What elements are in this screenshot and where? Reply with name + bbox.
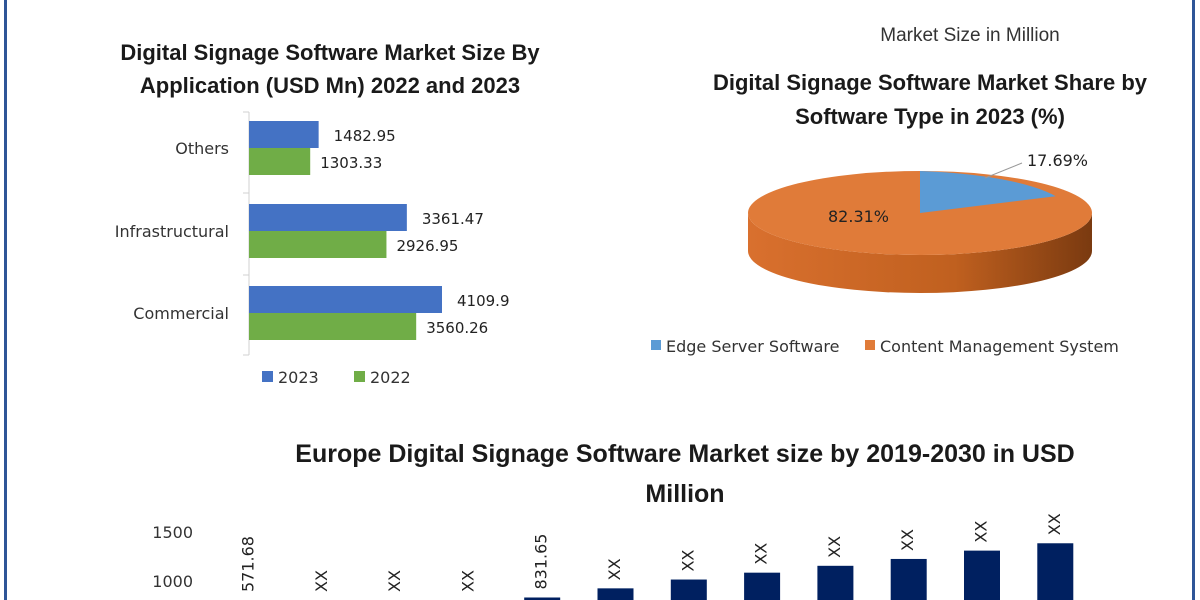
- bar-2023: [249, 204, 407, 231]
- frame-border-left: [4, 0, 7, 600]
- legend-label: Content Management System: [880, 337, 1119, 356]
- data-label: XX: [898, 529, 917, 551]
- category-label: Infrastructural: [115, 222, 229, 241]
- bar-2023: [249, 286, 442, 313]
- europe-chart-title: Europe Digital Signage Software Market s…: [295, 440, 1075, 508]
- bar-2022: [249, 231, 387, 258]
- pie-label-cms: 82.31%: [828, 207, 889, 226]
- europe-bar: [1037, 543, 1074, 600]
- pie-side-cms: [748, 213, 1092, 293]
- data-label: XX: [825, 536, 844, 558]
- legend-swatch-edge: [651, 340, 661, 350]
- europe-bar: [597, 588, 634, 600]
- pie-slice-edge-server-software: [920, 171, 1056, 213]
- europe-bar: [890, 558, 927, 600]
- pie-subtitle: Market Size in Million: [880, 25, 1060, 46]
- y-tick-label: 1000: [152, 572, 193, 591]
- legend-swatch-2023: [262, 371, 273, 382]
- data-label: 3361.47: [422, 210, 484, 228]
- data-label: XX: [972, 521, 991, 543]
- europe-bar: [670, 579, 707, 600]
- bar-2023: [249, 121, 319, 148]
- legend-label: 2023: [278, 368, 319, 387]
- data-label: 1303.33: [320, 154, 382, 172]
- data-label: XX: [605, 558, 624, 580]
- legend-label: 2022: [370, 368, 411, 387]
- data-label: XX: [312, 570, 331, 592]
- y-tick-label: 1500: [152, 523, 193, 542]
- data-label: 2926.95: [396, 237, 458, 255]
- europe-bar: [817, 565, 854, 600]
- category-label: Commercial: [133, 304, 229, 323]
- frame-border-right: [1192, 0, 1195, 600]
- europe-bar: [964, 550, 1000, 600]
- pie-label-edge: 17.69%: [1027, 151, 1088, 170]
- data-label: XX: [752, 543, 771, 565]
- data-label: 4109.9: [457, 292, 510, 310]
- data-label: 3560.26: [426, 319, 488, 337]
- category-label: Others: [175, 139, 229, 158]
- europe-bar: [744, 572, 781, 600]
- legend-swatch-cms: [865, 340, 875, 350]
- bar-2022: [249, 313, 417, 340]
- pie-chart-title: Digital Signage Software Market Share by…: [712, 70, 1147, 129]
- legend-label: Edge Server Software: [666, 337, 839, 356]
- data-label: 831.65: [532, 534, 551, 590]
- bar-chart-title: Digital Signage Software Market Size By …: [120, 40, 540, 98]
- data-label: XX: [458, 570, 477, 592]
- data-label: 1482.95: [334, 127, 396, 145]
- leader-line: [984, 162, 1023, 179]
- data-label: XX: [678, 550, 697, 572]
- bar-2022: [249, 148, 311, 175]
- data-label: XX: [1045, 513, 1064, 535]
- europe-bar: [524, 597, 561, 600]
- data-label: 571.68: [239, 536, 258, 592]
- data-label: XX: [385, 570, 404, 592]
- legend-swatch-2022: [354, 371, 365, 382]
